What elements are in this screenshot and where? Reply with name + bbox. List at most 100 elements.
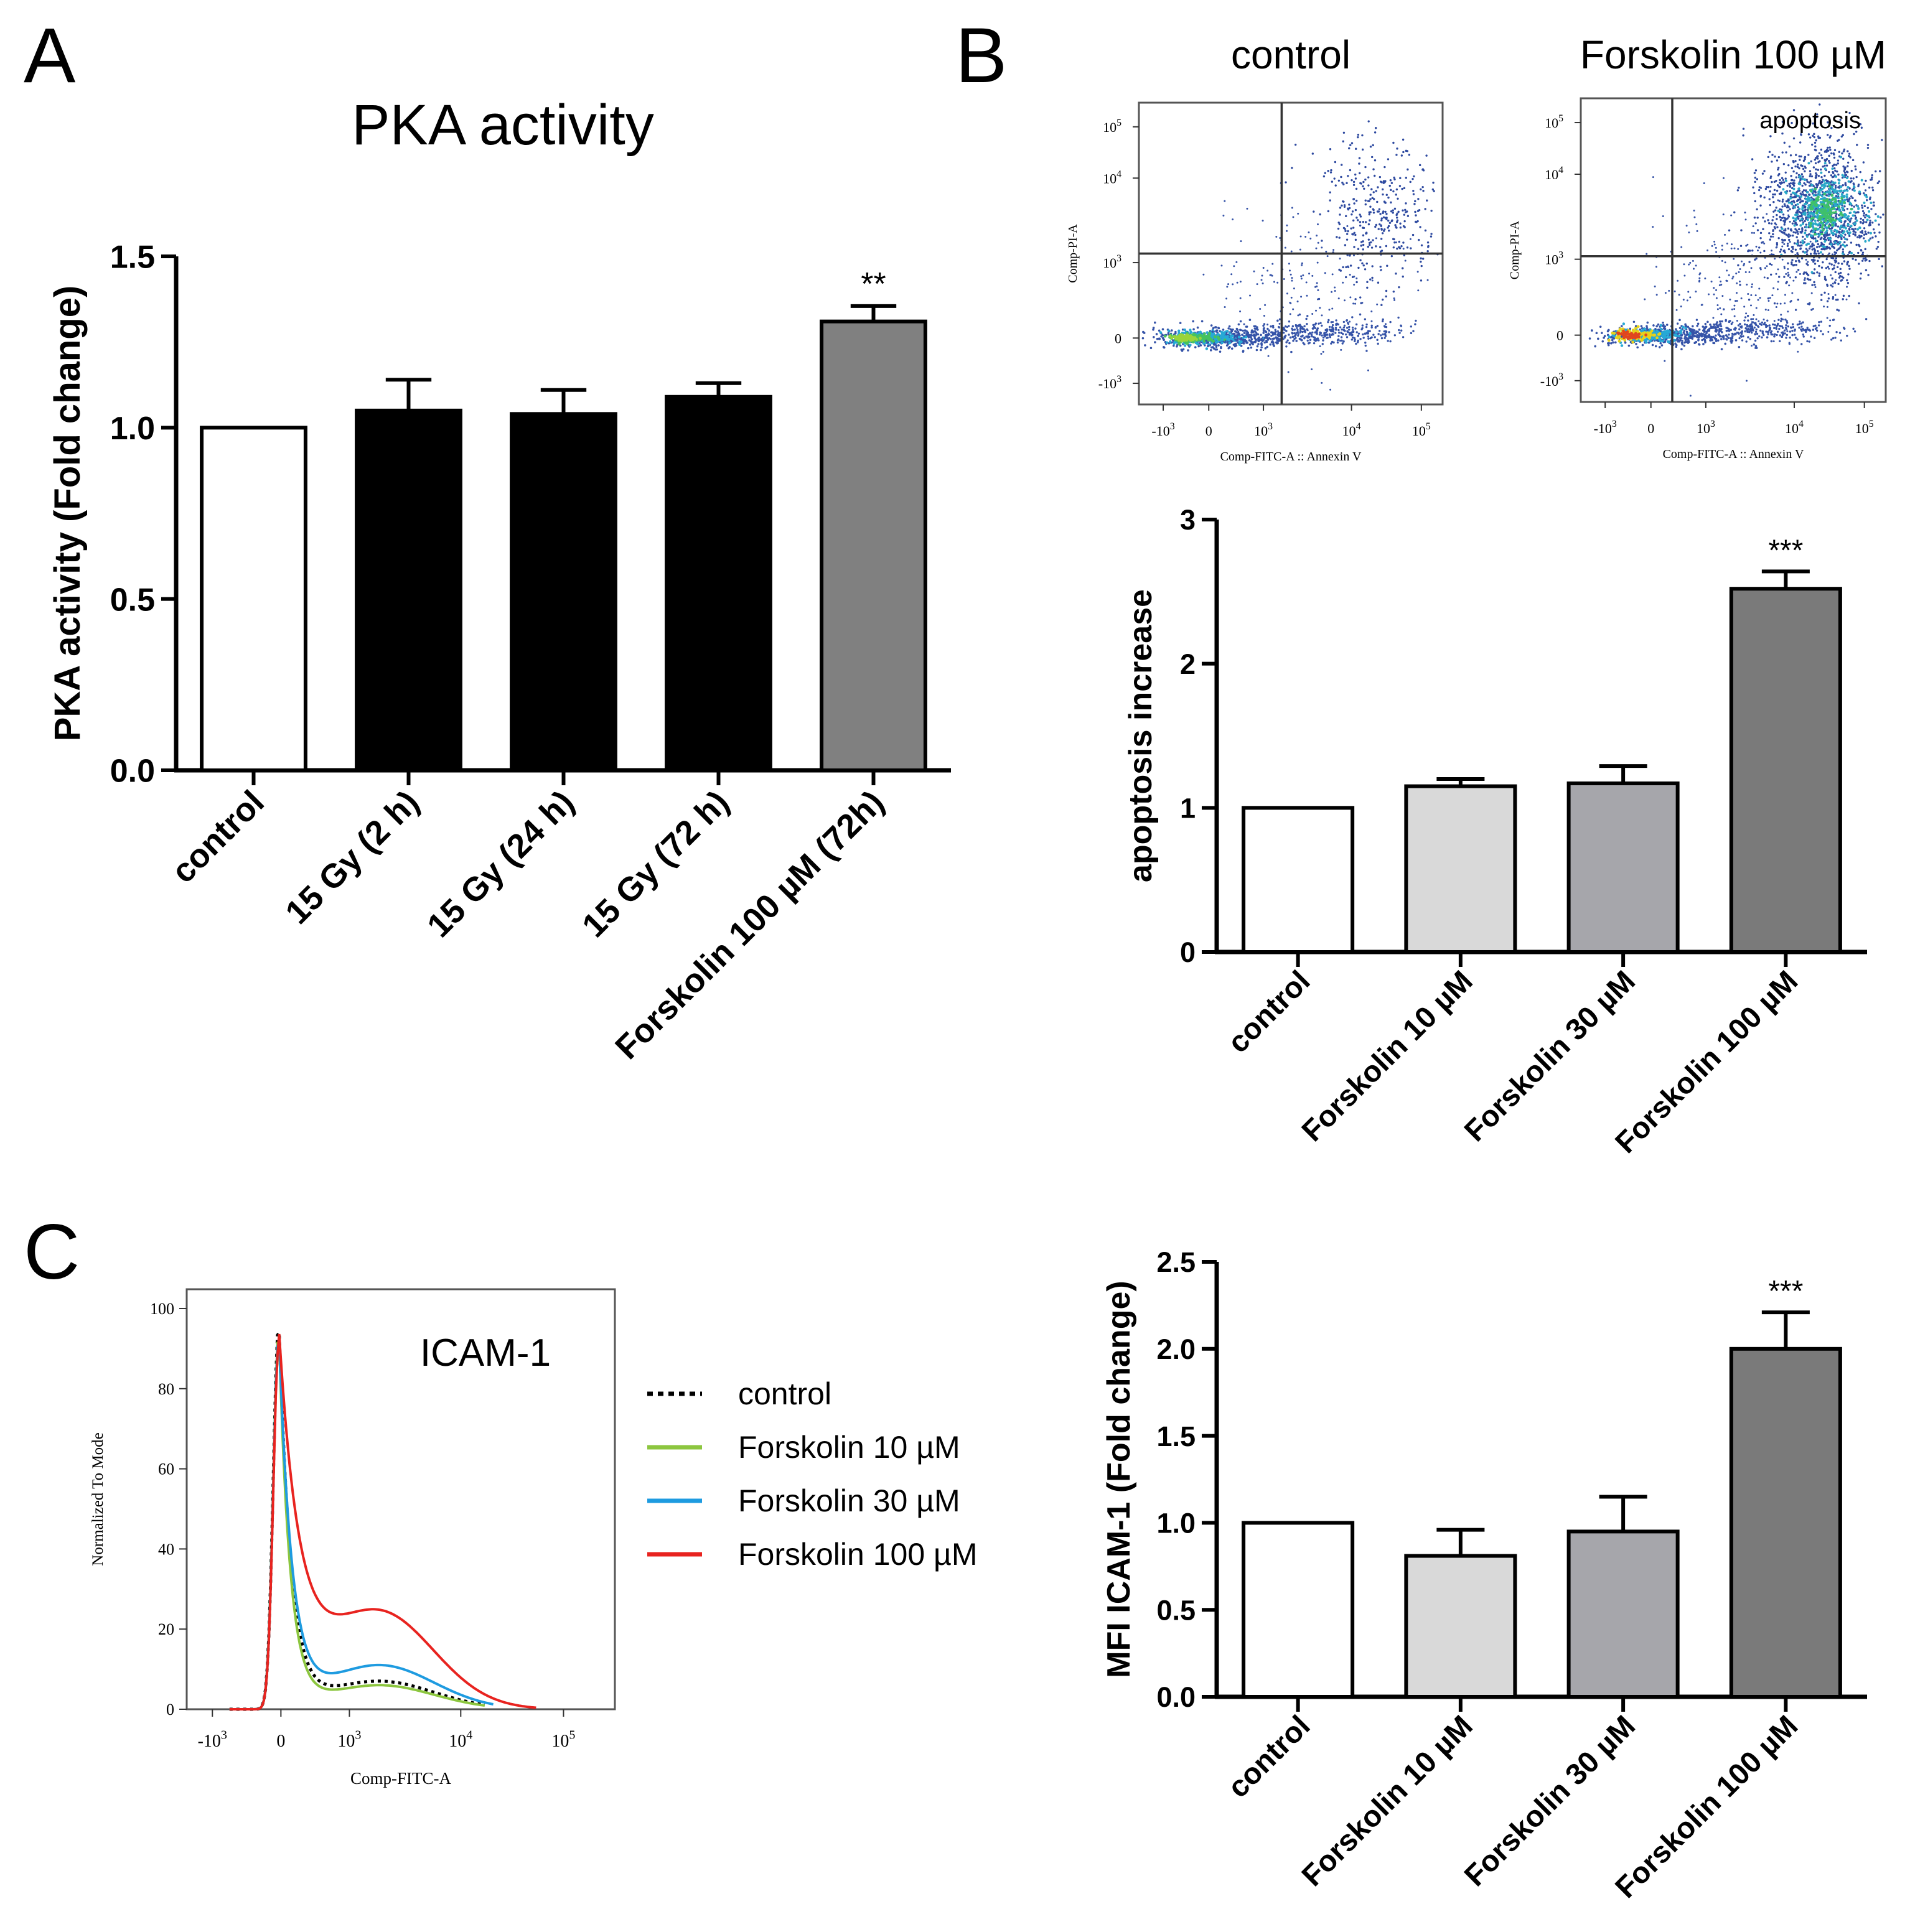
facs-event <box>1266 270 1268 272</box>
facs-event <box>1750 318 1752 320</box>
facs-event <box>1262 220 1264 222</box>
facs-event <box>1833 157 1835 159</box>
facs-event <box>1663 326 1665 329</box>
facs-event <box>1635 343 1637 345</box>
facs-event <box>1329 191 1331 193</box>
facs-event <box>1781 209 1782 211</box>
facs-event <box>1369 278 1371 280</box>
facs-event <box>1369 213 1370 215</box>
facs-event <box>1301 263 1303 264</box>
facs-event <box>1800 134 1802 136</box>
facs-event <box>1718 334 1720 336</box>
facs-event <box>1692 325 1694 328</box>
facs-event <box>1826 212 1828 214</box>
facs-event <box>1621 325 1623 327</box>
facs-event <box>1850 217 1852 219</box>
facs-event <box>1702 343 1705 345</box>
facs-event <box>1840 189 1842 192</box>
facs-event <box>1834 229 1837 231</box>
facs-event <box>1817 184 1819 186</box>
facs-event <box>1264 304 1266 306</box>
facs-event <box>1795 222 1797 224</box>
facs-event <box>1819 160 1820 162</box>
facs-event <box>1359 314 1361 315</box>
facs-event <box>1407 246 1408 248</box>
facs-event <box>1781 181 1782 183</box>
facs-event <box>1292 336 1294 338</box>
facs-event <box>1814 337 1815 339</box>
facs-event <box>1678 335 1680 337</box>
facs-event <box>1817 260 1819 262</box>
facs-event <box>1730 329 1732 330</box>
facs-event <box>1858 263 1860 264</box>
facs-event <box>1379 246 1381 248</box>
facs-event <box>1818 253 1820 254</box>
facs-event <box>1860 249 1862 251</box>
facs-event <box>1226 286 1228 287</box>
facs-event <box>1764 220 1766 222</box>
facs-event <box>1393 238 1395 240</box>
facs-event <box>1295 340 1298 342</box>
facs-event <box>1813 203 1815 205</box>
facs-event <box>1168 330 1170 332</box>
facs-event <box>1696 325 1698 327</box>
facs-event <box>1404 209 1406 211</box>
facs-event <box>1297 314 1299 316</box>
facs-event <box>1782 333 1784 335</box>
facs-event <box>1815 240 1817 242</box>
facs-event <box>1800 325 1802 327</box>
facs-event <box>1751 267 1753 269</box>
facs-event <box>1389 340 1391 342</box>
facs-event <box>1784 329 1786 331</box>
facs-event <box>1235 331 1238 334</box>
facs-event <box>1744 212 1746 213</box>
facs-event <box>1777 237 1779 239</box>
facs-event <box>1787 243 1789 245</box>
facs-event <box>1398 286 1400 288</box>
facs-event <box>1385 323 1387 325</box>
facs-event <box>1852 258 1854 259</box>
facs-event <box>1346 238 1348 240</box>
facs-event <box>1826 149 1828 151</box>
facs-event <box>1238 336 1240 338</box>
facs-event <box>1422 258 1424 259</box>
facs-event <box>1841 152 1843 154</box>
facs-event <box>1802 168 1804 170</box>
facs-event <box>1799 323 1800 325</box>
facs-event <box>1385 245 1387 247</box>
facs-event <box>1337 222 1339 223</box>
facs-event <box>1830 202 1833 205</box>
facs-event <box>1836 170 1838 172</box>
tick-exponent: 5 <box>1426 421 1431 432</box>
facs-event <box>1354 327 1356 329</box>
facs-event <box>1276 282 1278 284</box>
facs-event <box>1843 175 1845 178</box>
facs-event <box>1384 211 1386 213</box>
facs-event <box>1676 309 1678 311</box>
facs-event <box>1354 174 1356 175</box>
facs-event <box>1378 228 1380 230</box>
facs-event <box>1781 241 1783 243</box>
facs-event <box>1631 340 1634 343</box>
facs-event <box>1407 215 1409 217</box>
facs-event <box>1824 276 1826 278</box>
facs-event <box>1791 292 1793 294</box>
facs-event <box>1620 332 1623 335</box>
facs-event <box>1810 202 1813 204</box>
facs-event <box>1801 173 1803 175</box>
facs-event <box>1346 330 1348 332</box>
facs-event <box>1189 331 1192 334</box>
facs-event <box>1828 208 1831 211</box>
facs-event <box>1154 322 1156 324</box>
facs-event <box>1199 337 1202 340</box>
facs-event <box>1294 337 1296 338</box>
facs-event <box>1774 227 1776 229</box>
facs-event <box>1229 328 1232 330</box>
facs-event <box>1754 177 1756 179</box>
facs-event <box>1759 297 1761 299</box>
facs-event <box>1266 324 1268 325</box>
facs-event <box>1834 182 1837 184</box>
facs-event <box>1290 337 1292 339</box>
facs-event <box>1839 200 1842 203</box>
facs-event <box>1843 295 1845 297</box>
